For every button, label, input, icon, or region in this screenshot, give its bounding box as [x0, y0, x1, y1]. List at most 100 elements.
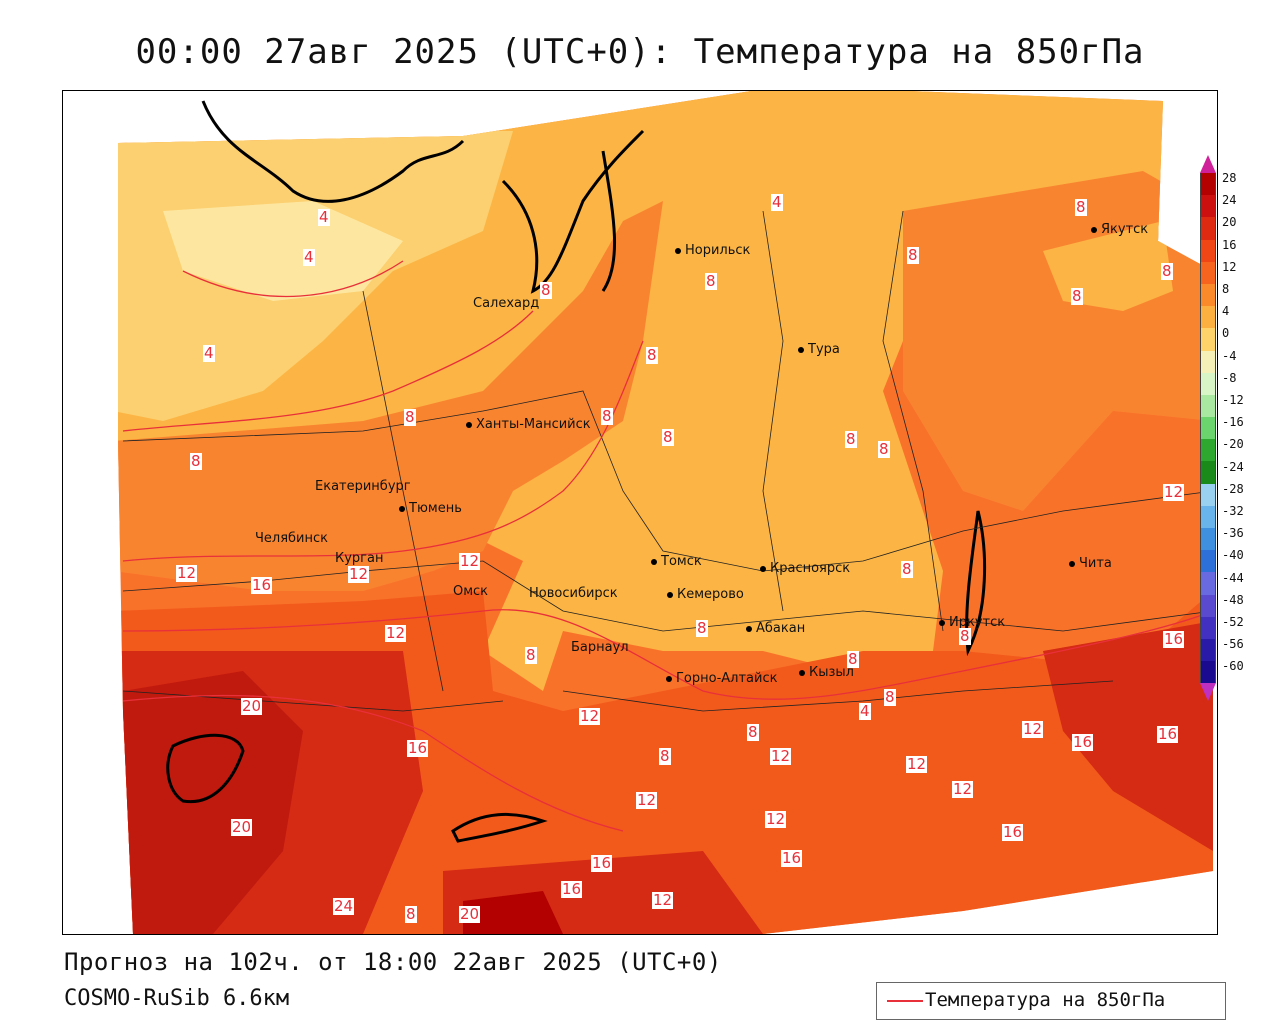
colorbar-tick-label: -44 — [1222, 570, 1244, 585]
colorbar-tick-label: 0 — [1222, 326, 1230, 341]
isotherm-label: 8 — [659, 747, 671, 765]
isotherm-label: 16 — [1157, 725, 1179, 743]
colorbar-tick-label: 28 — [1222, 171, 1237, 185]
legend-box: Температура на 850гПа — [876, 982, 1226, 1020]
colorbar-tick-label: -32 — [1222, 504, 1244, 518]
isotherm-label: 12 — [765, 810, 787, 828]
isotherm-label: 12 — [770, 747, 792, 765]
isotherm-label: 12 — [906, 755, 928, 773]
isotherm-label: 12 — [1022, 720, 1044, 738]
isotherm-label: 4 — [303, 248, 315, 266]
colorbar-top-arrow — [1200, 155, 1216, 173]
city-irkutsk: Иркутск — [939, 615, 1005, 630]
city-yekaterinburg: Екатеринбург — [315, 479, 411, 494]
model-name: COSMO-RuSib 6.6км — [64, 986, 290, 1011]
city-chelyabinsk: Челябинск — [255, 531, 329, 546]
colorbar-segment — [1200, 394, 1216, 418]
temperature-map: Норильск Якутск Салехард Тура Ханты-Манс… — [62, 90, 1218, 935]
colorbar-segment — [1200, 195, 1216, 218]
city-tomsk: Томск — [651, 554, 702, 569]
isotherm-label: 16 — [1163, 630, 1185, 648]
city-abakan: Абакан — [746, 621, 805, 636]
isotherm-label: 20 — [459, 905, 481, 923]
colorbar-segment — [1200, 439, 1216, 462]
city-khanty-mansiysk: Ханты-Мансийск — [466, 417, 591, 432]
colorbar-segment — [1200, 283, 1216, 307]
colorbar-segment — [1200, 372, 1216, 395]
colorbar-segment — [1200, 594, 1216, 617]
colorbar-segment — [1200, 638, 1216, 662]
colorbar-segment — [1200, 572, 1216, 595]
colorbar-tick-label: -52 — [1222, 615, 1244, 629]
city-novosibirsk: Новосибирск — [529, 586, 618, 601]
legend-label: Температура на 850гПа — [925, 989, 1166, 1011]
isotherm-label: 8 — [190, 452, 202, 470]
colorbar — [1200, 155, 1218, 702]
isotherm-label: 8 — [747, 723, 759, 741]
city-kyzyl: Кызыл — [799, 665, 854, 680]
colorbar-bottom-arrow — [1200, 683, 1216, 702]
temperature-field — [118, 91, 1214, 934]
isotherm-label: 4 — [203, 344, 215, 362]
city-kemerovo: Кемерово — [667, 587, 744, 602]
colorbar-segment — [1200, 505, 1216, 528]
colorbar-tick-label: -28 — [1222, 481, 1244, 496]
isotherm-label: 8 — [405, 905, 417, 923]
colorbar-tick-label: -20 — [1222, 437, 1244, 452]
colorbar-segment — [1200, 661, 1216, 684]
isotherm-label: 8 — [845, 430, 857, 448]
isotherm-label: 8 — [662, 428, 674, 446]
legend-line-swatch — [887, 1000, 923, 1002]
colorbar-segment — [1200, 239, 1216, 262]
city-kurgan: Курган — [335, 551, 384, 566]
isotherm-label: 8 — [901, 560, 913, 578]
isotherm-label: 20 — [241, 697, 263, 715]
colorbar-tick-label: -60 — [1222, 659, 1244, 674]
isotherm-label: 12 — [952, 780, 974, 798]
isotherm-label: 12 — [652, 891, 674, 909]
colorbar-segment — [1200, 217, 1216, 240]
isotherm-label: 20 — [231, 818, 253, 836]
colorbar-segment — [1200, 528, 1216, 551]
isotherm-label: 12 — [459, 552, 481, 570]
colorbar-tick-label: -48 — [1222, 592, 1244, 607]
city-chita: Чита — [1069, 556, 1112, 571]
colorbar-segment — [1200, 306, 1216, 329]
isotherm-label: 8 — [884, 688, 896, 706]
colorbar-segment — [1200, 616, 1216, 639]
city-omsk: Омск — [453, 584, 489, 599]
isotherm-label: 8 — [696, 619, 708, 637]
isotherm-label: 4 — [771, 193, 783, 211]
colorbar-segment — [1200, 173, 1216, 196]
isotherm-label: 8 — [540, 281, 552, 299]
isotherm-label: 4 — [318, 208, 330, 226]
city-norilsk: Норильск — [675, 243, 750, 258]
forecast-info: Прогноз на 102ч. от 18:00 22авг 2025 (UT… — [64, 948, 722, 976]
city-barnaul: Барнаул — [571, 640, 629, 655]
isotherm-label: 16 — [781, 849, 803, 867]
colorbar-tick-label: 16 — [1222, 237, 1237, 252]
colorbar-segment — [1200, 461, 1216, 484]
isotherm-label: 8 — [1071, 287, 1083, 305]
colorbar-segment — [1200, 550, 1216, 573]
isotherm-label: 8 — [404, 408, 416, 426]
isotherm-label: 8 — [646, 346, 658, 364]
colorbar-tick-label: 4 — [1222, 304, 1230, 319]
colorbar-tick-label: 12 — [1222, 259, 1237, 274]
colorbar-tick-label: -56 — [1222, 637, 1244, 652]
isotherm-label: 16 — [561, 880, 583, 898]
city-krasnoyarsk: Красноярск — [760, 561, 850, 576]
colorbar-segment — [1200, 261, 1216, 284]
colorbar-tick-label: 8 — [1222, 282, 1230, 296]
city-gorno-altaysk: Горно-Алтайск — [666, 671, 777, 686]
isotherm-label: 8 — [959, 627, 971, 645]
colorbar-tick-label: -36 — [1222, 526, 1244, 541]
colorbar-segment — [1200, 328, 1216, 351]
city-tyumen: Тюмень — [399, 501, 462, 516]
colorbar-tick-label: -16 — [1222, 415, 1244, 430]
isotherm-label: 16 — [1002, 823, 1024, 841]
isotherm-label: 4 — [859, 702, 871, 720]
isotherm-label: 8 — [705, 272, 717, 290]
isotherm-label: 8 — [878, 440, 890, 458]
colorbar-tick-label: -12 — [1222, 393, 1244, 407]
